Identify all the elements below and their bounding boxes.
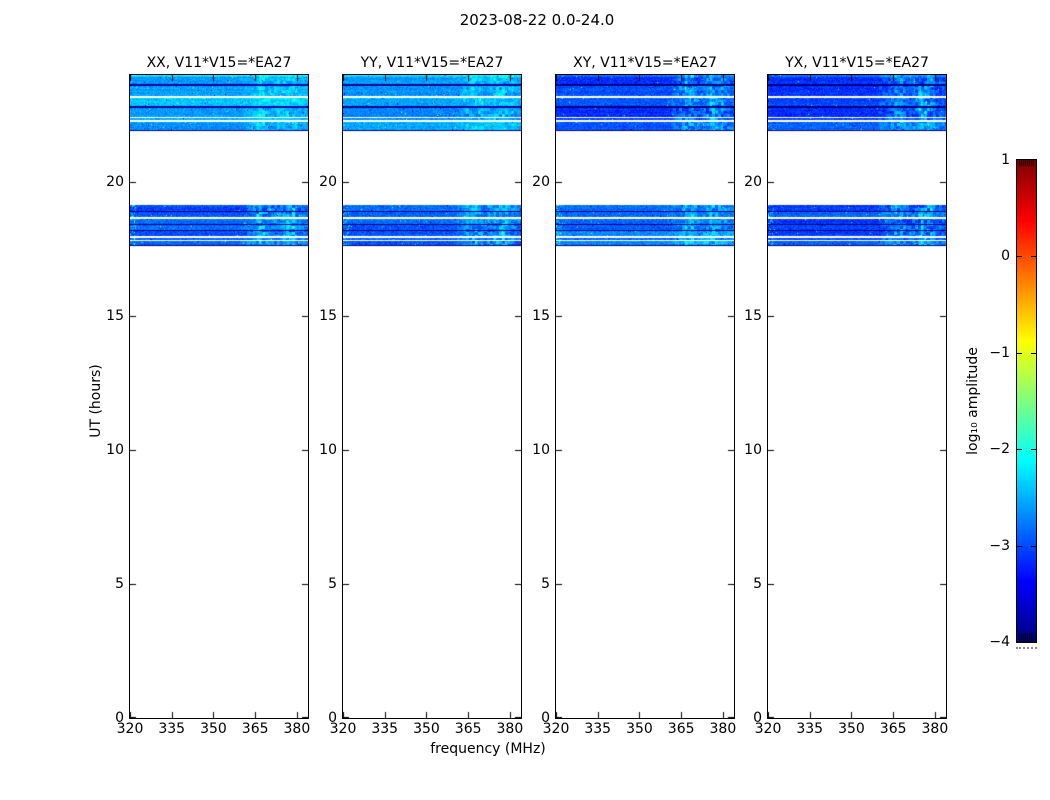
x-tick-label: 335 (584, 721, 612, 737)
colorbar-label: log₁₀ amplitude (965, 347, 981, 455)
x-tick-label: 365 (879, 721, 907, 737)
colorbar-tick-mark (1031, 256, 1036, 257)
x-tick-label: 350 (413, 721, 440, 737)
y-tick-label: 20 (106, 174, 124, 191)
spectrogram-canvas-xx (130, 75, 308, 718)
x-tick-label: 320 (116, 721, 144, 737)
x-tick-label: 350 (838, 721, 865, 737)
y-tick-label: 0 (115, 710, 124, 726)
colorbar-extend-dots (1016, 647, 1037, 649)
x-tick-label: 320 (329, 721, 357, 737)
x-tick-label: 380 (283, 721, 311, 737)
colorbar-tick-label: −4 (989, 634, 1010, 650)
colorbar-tick-label: 1 (1001, 152, 1010, 168)
y-tick-label: 5 (115, 576, 124, 593)
colorbar-tick-mark (1017, 449, 1022, 450)
colorbar-tick-mark (1017, 256, 1022, 257)
x-tick-label: 335 (796, 721, 824, 737)
x-tick-label: 365 (241, 721, 269, 737)
spectrogram-panel-yx (767, 74, 947, 719)
colorbar-tick-mark (1017, 353, 1022, 354)
y-tick-label: 20 (319, 174, 337, 191)
y-tick-label: 10 (744, 442, 762, 459)
y-tick-label: 15 (532, 308, 550, 325)
x-tick-label: 335 (158, 721, 186, 737)
spectrogram-canvas-yx (768, 75, 946, 718)
x-tick-label: 320 (754, 721, 782, 737)
panel-title-yy: YY, V11*V15=*EA27 (360, 55, 504, 71)
spectrogram-panel-xx (129, 74, 309, 719)
spectrogram-canvas-yy (343, 75, 521, 718)
x-tick-label: 350 (626, 721, 653, 737)
y-tick-label: 10 (319, 442, 337, 459)
colorbar-tick-mark (1031, 353, 1036, 354)
x-tick-label: 320 (542, 721, 570, 737)
panel-title-yx: YX, V11*V15=*EA27 (785, 55, 929, 71)
spectrogram-panel-xy (555, 74, 735, 719)
spectrogram-canvas-xy (556, 75, 734, 718)
y-tick-label: 5 (541, 576, 550, 593)
colorbar-tick-mark (1031, 546, 1036, 547)
colorbar-tick-mark (1031, 449, 1036, 450)
colorbar-tick-label: −2 (989, 441, 1010, 458)
colorbar-tick-label: −3 (989, 537, 1010, 554)
y-axis-label: UT (hours) (88, 364, 104, 438)
figure-title: 2023-08-22 0.0-24.0 (459, 11, 615, 29)
x-axis-label: frequency (MHz) (430, 741, 546, 757)
x-tick-label: 350 (200, 721, 227, 737)
y-tick-label: 10 (532, 442, 550, 459)
x-tick-label: 335 (371, 721, 399, 737)
colorbar-gradient (1017, 160, 1036, 642)
x-tick-label: 365 (667, 721, 695, 737)
x-tick-label: 380 (921, 721, 949, 737)
x-tick-label: 365 (454, 721, 482, 737)
x-tick-label: 380 (709, 721, 737, 737)
colorbar-tick-mark (1017, 546, 1022, 547)
y-tick-label: 0 (328, 710, 337, 726)
y-tick-label: 20 (532, 174, 550, 191)
y-tick-label: 5 (328, 576, 337, 593)
colorbar (1016, 159, 1037, 643)
y-tick-label: 15 (319, 308, 337, 325)
y-tick-label: 15 (106, 308, 124, 325)
y-tick-label: 10 (106, 442, 124, 459)
panel-title-xx: XX, V11*V15=*EA27 (146, 55, 292, 71)
colorbar-tick-label: 0 (1001, 248, 1010, 265)
y-tick-label: 20 (744, 174, 762, 191)
y-tick-label: 0 (541, 710, 550, 726)
panel-title-xy: XY, V11*V15=*EA27 (573, 55, 717, 71)
y-tick-label: 0 (753, 710, 762, 726)
y-tick-label: 5 (753, 576, 762, 593)
y-tick-label: 15 (744, 308, 762, 325)
colorbar-tick-label: −1 (989, 344, 1010, 361)
spectrogram-panel-yy (342, 74, 522, 719)
x-tick-label: 380 (496, 721, 524, 737)
